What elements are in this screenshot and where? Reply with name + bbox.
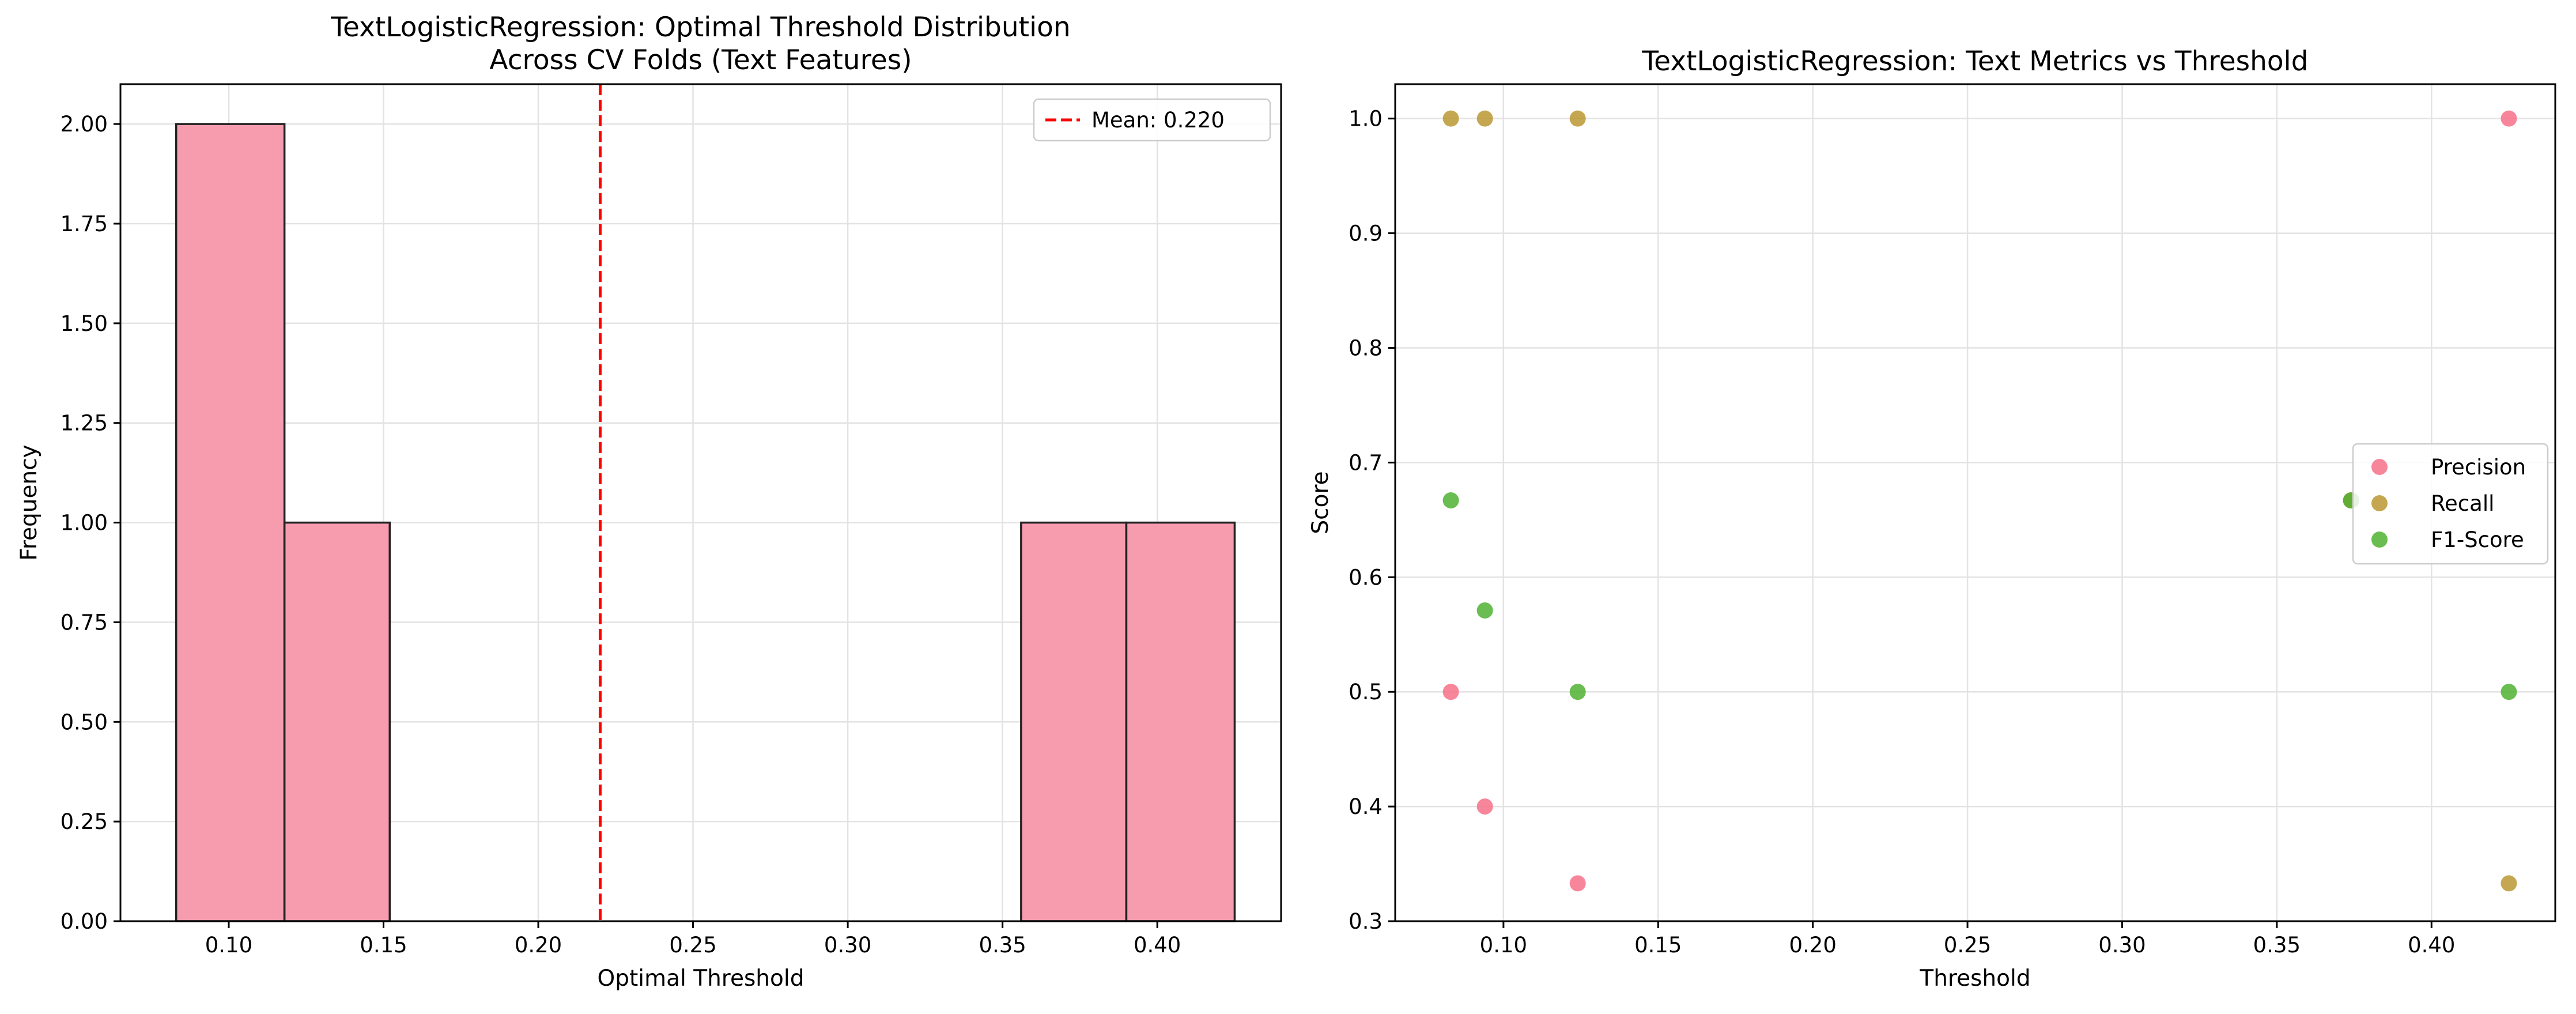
axes-frame <box>1394 83 2556 922</box>
legend-marker-precision <box>2371 459 2388 475</box>
y-axis-label: Frequency <box>16 444 42 560</box>
chart-title-line: TextLogisticRegression: Optimal Threshol… <box>330 12 1070 43</box>
x-tick-label: 0.20 <box>515 933 562 958</box>
x-tick-label: 0.30 <box>824 933 871 958</box>
y-tick-label: 0.25 <box>61 809 108 834</box>
legend-marker-recall <box>2371 495 2388 511</box>
chart-title-line: Across CV Folds (Text Features) <box>489 44 912 76</box>
x-tick-label: 0.40 <box>1134 933 1181 958</box>
histogram-bar-4 <box>1125 521 1236 922</box>
legend-frame <box>1033 98 1271 142</box>
legend-label-mean: Mean: 0.220 <box>1091 108 1225 133</box>
scatter-point-f1-score-2 <box>1476 602 1493 619</box>
x-tick-label: 0.25 <box>1944 933 1991 958</box>
chart-title: TextLogisticRegression: Text Metrics vs … <box>1641 46 2308 77</box>
x-axis-label: Optimal Threshold <box>598 966 804 992</box>
y-tick-label: 0.8 <box>1349 336 1383 360</box>
scatter-point-precision-5 <box>2501 110 2517 127</box>
histogram-bar-1 <box>175 123 286 922</box>
y-tick-label: 0.4 <box>1349 794 1383 819</box>
chart-title: TextLogisticRegression: Optimal Threshol… <box>330 12 1070 76</box>
x-tick-label: 0.10 <box>1480 933 1527 958</box>
x-tick-label: 0.35 <box>979 933 1026 958</box>
scatter-point-recall-5 <box>2501 875 2517 892</box>
chart-title-line: TextLogisticRegression: Text Metrics vs … <box>1641 46 2308 77</box>
legend-label-f1-score: F1-Score <box>2431 527 2524 552</box>
y-tick-label: 0.3 <box>1349 909 1383 934</box>
y-tick-label: 1.00 <box>61 511 108 536</box>
legend-label-precision: Precision <box>2431 455 2526 480</box>
y-tick-label: 1.50 <box>61 311 108 336</box>
y-tick-label: 0.00 <box>61 909 108 934</box>
chart-panel-1: 0.10 0.15 0.20 0.25 0.30 0.35 0.40 0.00 0.25 0.50… <box>16 12 1282 992</box>
scatter-point-recall-1 <box>1442 110 1459 127</box>
scatter-point-f1-score-3 <box>1569 684 1586 700</box>
scatter-point-f1-score-5 <box>2501 684 2517 700</box>
y-axis-label: Score <box>1308 471 1334 534</box>
scatter-point-recall-2 <box>1476 110 1493 127</box>
scatter-point-precision-2 <box>1476 798 1493 815</box>
histogram-bar-3 <box>1020 521 1128 922</box>
axes-frame <box>119 83 1282 922</box>
y-tick-label: 0.50 <box>61 710 108 734</box>
chart-panel-2: 0.10 0.15 0.20 0.25 0.30 0.35 0.40 0.3 0.4 0.5 0.6… <box>1308 46 2556 992</box>
scatter-point-precision-3 <box>1569 875 1586 892</box>
y-tick-label: 0.9 <box>1349 221 1383 246</box>
y-tick-label: 1.0 <box>1349 107 1383 131</box>
y-tick-label: 1.75 <box>61 212 108 236</box>
y-tick-label: 0.5 <box>1349 680 1383 704</box>
scatter-point-precision-1 <box>1442 684 1459 700</box>
x-tick-label: 0.35 <box>2253 933 2301 958</box>
y-tick-label: 0.6 <box>1349 565 1383 590</box>
y-tick-label: 2.00 <box>61 112 108 137</box>
x-tick-label: 0.25 <box>669 933 716 958</box>
x-tick-label: 0.20 <box>1789 933 1836 958</box>
y-tick-label: 0.75 <box>61 610 108 635</box>
x-tick-label: 0.30 <box>2098 933 2146 958</box>
histogram-bar-2 <box>283 521 391 922</box>
y-tick-label: 1.25 <box>61 411 108 436</box>
x-tick-label: 0.15 <box>1634 933 1682 958</box>
legend: Mean: 0.220 <box>1033 98 1271 142</box>
legend: Precision Recall F1-Score <box>2352 443 2549 565</box>
y-tick-label: 0.7 <box>1349 450 1383 475</box>
x-tick-label: 0.15 <box>360 933 407 958</box>
x-axis-label: Threshold <box>1919 966 2030 992</box>
legend-marker-f1-score <box>2371 531 2388 548</box>
x-tick-label: 0.40 <box>2408 933 2455 958</box>
scatter-point-f1-score-1 <box>1442 492 1459 509</box>
scatter-point-recall-3 <box>1569 110 1586 127</box>
legend-frame <box>2352 443 2549 565</box>
legend-label-recall: Recall <box>2431 491 2494 516</box>
x-tick-label: 0.10 <box>205 933 252 958</box>
